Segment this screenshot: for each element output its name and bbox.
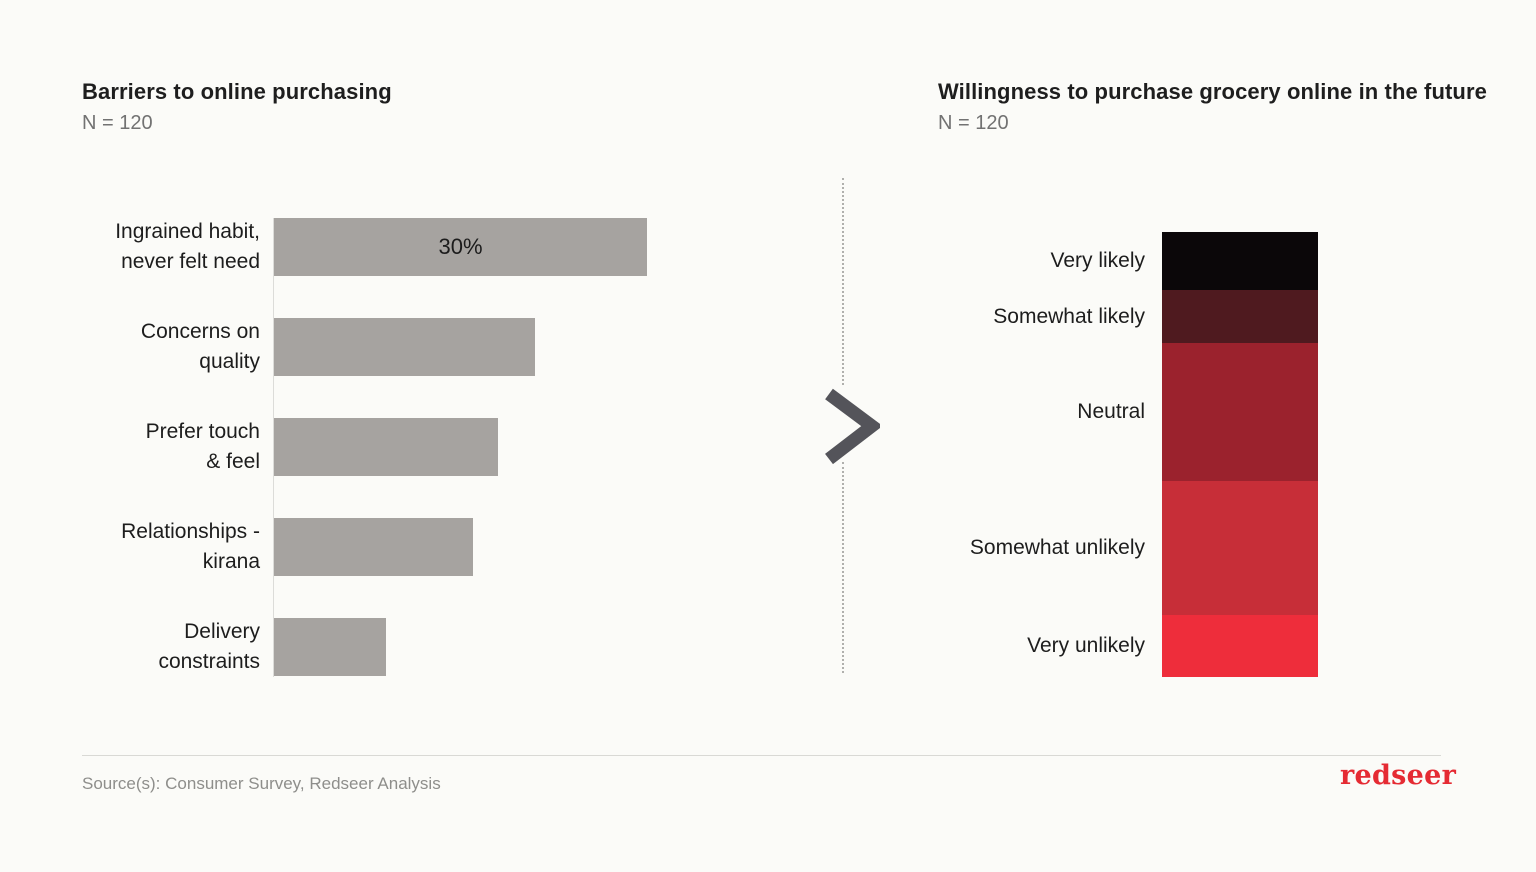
left-chart-title: Barriers to online purchasing [82, 79, 392, 104]
right-chart-sample-size: N = 120 [938, 112, 1009, 134]
category-label: Delivery constraints [158, 620, 260, 673]
right-chart-title: Willingness to purchase grocery online i… [938, 79, 1487, 104]
bar [274, 418, 498, 476]
left-chart-axis-line [273, 218, 274, 677]
right-chart-header: Willingness to purchase grocery online i… [938, 78, 1487, 136]
barriers-bar-chart: Ingrained habit, never felt need 30% Conce… [0, 218, 700, 718]
stack-segment [1162, 614, 1318, 677]
bar [274, 318, 536, 376]
bar-row: Ingrained habit, never felt need 30% [0, 218, 700, 276]
source-note: Source(s): Consumer Survey, Redseer Anal… [82, 774, 441, 793]
footer-divider-line [82, 755, 1441, 756]
section-divider-dotted-top [842, 178, 844, 385]
bar-track [274, 318, 536, 376]
chevron-right-icon [825, 388, 880, 465]
bar [274, 618, 386, 676]
bar-track [274, 418, 498, 476]
left-chart-sample-size: N = 120 [82, 112, 153, 134]
category-label: Ingrained habit, never felt need [115, 220, 260, 273]
stack-segment [1162, 232, 1318, 290]
bar-value-label: 30% [438, 234, 483, 259]
bar-row: Prefer touch & feel [0, 418, 700, 476]
segment-label: Very likely [1050, 248, 1145, 272]
bar: 30% [274, 218, 647, 276]
bar-track [274, 518, 473, 576]
bar-row: Delivery constraints [0, 618, 700, 676]
stack-segment [1162, 289, 1318, 344]
left-chart-header: Barriers to online purchasing N = 120 [82, 78, 392, 136]
bar-row: Concerns on quality [0, 318, 700, 376]
bar-row: Relationships - kirana [0, 518, 700, 576]
category-label: Relationships - kirana [121, 520, 260, 573]
bar-track: 30% [274, 218, 647, 276]
bar-track [274, 618, 386, 676]
stack-segment [1162, 481, 1318, 615]
stack-segment [1162, 343, 1318, 482]
redseer-logo: redseer [1340, 760, 1457, 791]
segment-label: Somewhat likely [993, 304, 1145, 328]
section-divider-dotted-bottom [842, 462, 844, 673]
bar [274, 518, 473, 576]
willingness-stacked-bar [1162, 232, 1318, 677]
segment-label: Very unlikely [1027, 633, 1145, 657]
category-label: Concerns on quality [140, 320, 260, 373]
segment-label: Somewhat unlikely [969, 535, 1145, 559]
category-label: Prefer touch & feel [145, 420, 260, 473]
segment-label: Neutral [1077, 400, 1145, 424]
